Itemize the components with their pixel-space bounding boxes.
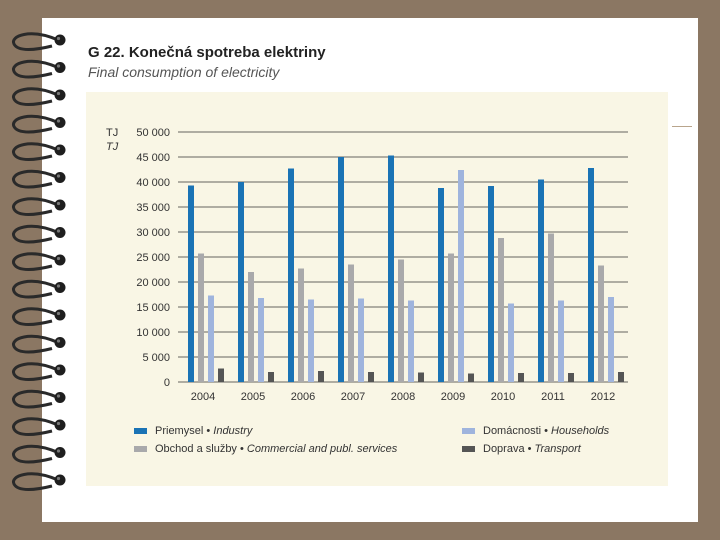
bar (198, 253, 204, 382)
bar (338, 157, 344, 382)
bar (318, 371, 324, 382)
bar (488, 186, 494, 382)
bar (558, 300, 564, 382)
legend-item-transport: Doprava • Transport (462, 443, 581, 455)
y-tick-label: 50 000 (136, 127, 170, 139)
x-tick-label: 2008 (391, 391, 415, 403)
x-tick-label: 2009 (441, 391, 465, 403)
x-tick-label: 2005 (241, 391, 265, 403)
bar (268, 372, 274, 382)
bar (238, 182, 244, 382)
bar (518, 373, 524, 382)
bar (498, 238, 504, 382)
bar (298, 268, 304, 382)
x-tick-label: 2007 (341, 391, 365, 403)
divider-line (672, 126, 692, 127)
y-tick-label: 30 000 (136, 227, 170, 239)
legend-label-en: Transport (534, 443, 581, 455)
legend-item-services: Obchod a služby • Commercial and publ. s… (134, 443, 397, 455)
legend-label-sk: Priemysel (155, 425, 204, 437)
y-tick-label: 10 000 (136, 327, 170, 339)
bar (368, 372, 374, 382)
legend-swatch (134, 428, 147, 435)
bar (258, 298, 264, 382)
bar (408, 300, 414, 382)
bar (568, 373, 574, 382)
y-tick-label: 45 000 (136, 152, 170, 164)
bar (548, 233, 554, 382)
bar (188, 185, 194, 382)
chart-subtitle: Final consumption of electricity (88, 64, 280, 80)
legend-label-en: Households (551, 425, 610, 437)
bar (248, 272, 254, 382)
chart-header: G 22. Konečná spotreba elektriny Final c… (88, 44, 670, 88)
chart-panel (86, 92, 668, 486)
bar (418, 372, 424, 382)
y-tick-label: 40 000 (136, 177, 170, 189)
bar (588, 168, 594, 382)
legend-item-industry: Priemysel • Industry (134, 425, 252, 437)
y-tick-label: 15 000 (136, 302, 170, 314)
bar (288, 168, 294, 382)
bar (348, 264, 354, 382)
x-tick-label: 2012 (591, 391, 615, 403)
bar (438, 188, 444, 382)
y-tick-label: 25 000 (136, 252, 170, 264)
bar-chart: 50 000 45 000 40 000 35 000 30 000 25 000 20 0… (106, 127, 628, 403)
legend-label-en: Commercial and publ. services (246, 443, 398, 455)
legend-swatch (462, 446, 475, 453)
bar (448, 253, 454, 382)
chart-title: G 22. Konečná spotreba elektriny (88, 44, 326, 61)
y-unit-label-en: TJ (106, 141, 119, 153)
legend-label-en: Industry (213, 425, 253, 437)
legend-swatch (134, 446, 147, 453)
bar (538, 179, 544, 382)
legend-label-sk: Obchod a služby (155, 443, 237, 455)
legend-label-sk: Domácnosti (483, 425, 542, 437)
x-tick-label: 2004 (191, 391, 215, 403)
y-tick-label: 5 000 (142, 352, 170, 364)
x-tick-label: 2006 (291, 391, 315, 403)
bar (388, 155, 394, 382)
bar (598, 265, 604, 382)
bar (608, 297, 614, 382)
bar (458, 170, 464, 382)
y-tick-label: 20 000 (136, 277, 170, 289)
bar (618, 372, 624, 382)
bar (508, 303, 514, 382)
x-tick-label: 2011 (541, 391, 565, 403)
bar (358, 298, 364, 382)
legend-label-sk: Doprava (483, 443, 525, 455)
legend-item-households: Domácnosti • Households (462, 425, 609, 437)
y-tick-label: 35 000 (136, 202, 170, 214)
bar (468, 373, 474, 382)
bar (308, 299, 314, 382)
bar (398, 259, 404, 382)
y-tick-label: 0 (164, 377, 170, 389)
legend-swatch (462, 428, 475, 435)
x-tick-label: 2010 (491, 391, 515, 403)
y-unit-label: TJ (106, 127, 118, 139)
bar (218, 368, 224, 382)
bar (208, 295, 214, 382)
